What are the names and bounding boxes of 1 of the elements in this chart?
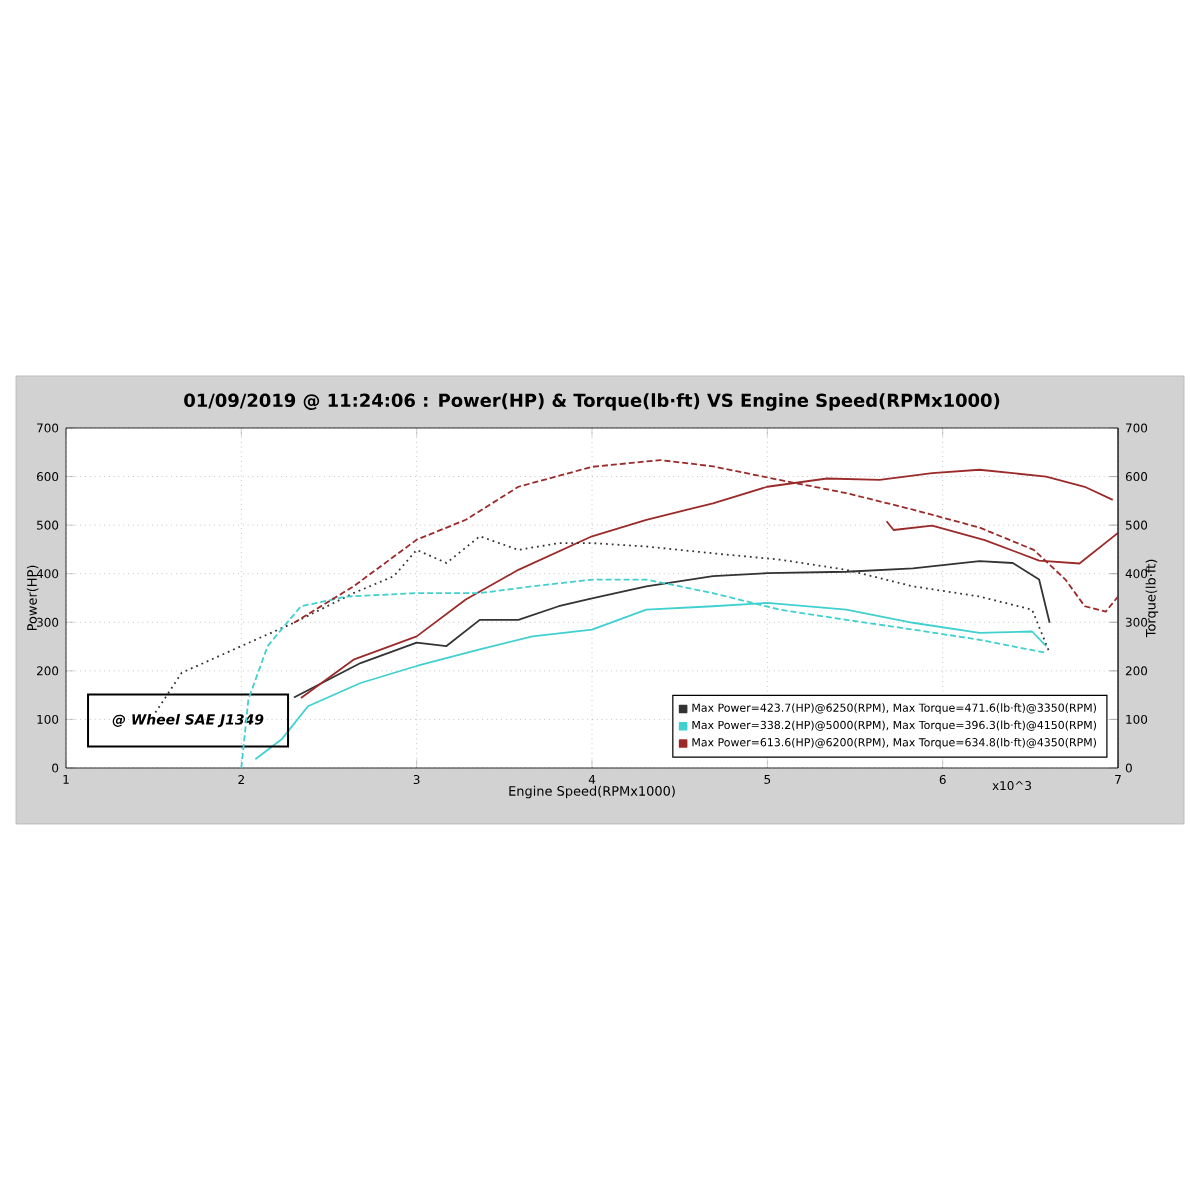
chart-title: 01/09/2019 @ 11:24:06 : Power(HP) & Torque(lb·ft) VS Engine Speed(RPMx1000) xyxy=(184,393,1000,411)
